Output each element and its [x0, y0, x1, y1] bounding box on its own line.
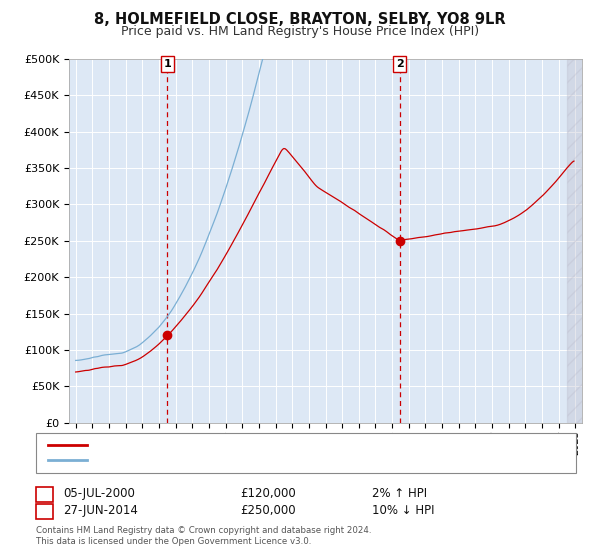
- Text: HPI: Average price, detached house, North Yorkshire: HPI: Average price, detached house, Nort…: [90, 455, 363, 465]
- Text: 10% ↓ HPI: 10% ↓ HPI: [372, 504, 434, 517]
- Text: 1: 1: [163, 59, 171, 69]
- Text: 1: 1: [40, 487, 49, 501]
- Text: 05-JUL-2000: 05-JUL-2000: [63, 487, 135, 501]
- Text: 2: 2: [40, 504, 49, 517]
- Text: Contains HM Land Registry data © Crown copyright and database right 2024.
This d: Contains HM Land Registry data © Crown c…: [36, 526, 371, 546]
- Text: 27-JUN-2014: 27-JUN-2014: [63, 504, 138, 517]
- Text: Price paid vs. HM Land Registry's House Price Index (HPI): Price paid vs. HM Land Registry's House …: [121, 25, 479, 38]
- Text: 2% ↑ HPI: 2% ↑ HPI: [372, 487, 427, 501]
- Text: 8, HOLMEFIELD CLOSE, BRAYTON, SELBY, YO8 9LR (detached house): 8, HOLMEFIELD CLOSE, BRAYTON, SELBY, YO8…: [90, 440, 445, 450]
- Text: 2: 2: [396, 59, 403, 69]
- Text: £120,000: £120,000: [240, 487, 296, 501]
- Text: £250,000: £250,000: [240, 504, 296, 517]
- Text: 8, HOLMEFIELD CLOSE, BRAYTON, SELBY, YO8 9LR: 8, HOLMEFIELD CLOSE, BRAYTON, SELBY, YO8…: [94, 12, 506, 27]
- Bar: [567, 59, 584, 423]
